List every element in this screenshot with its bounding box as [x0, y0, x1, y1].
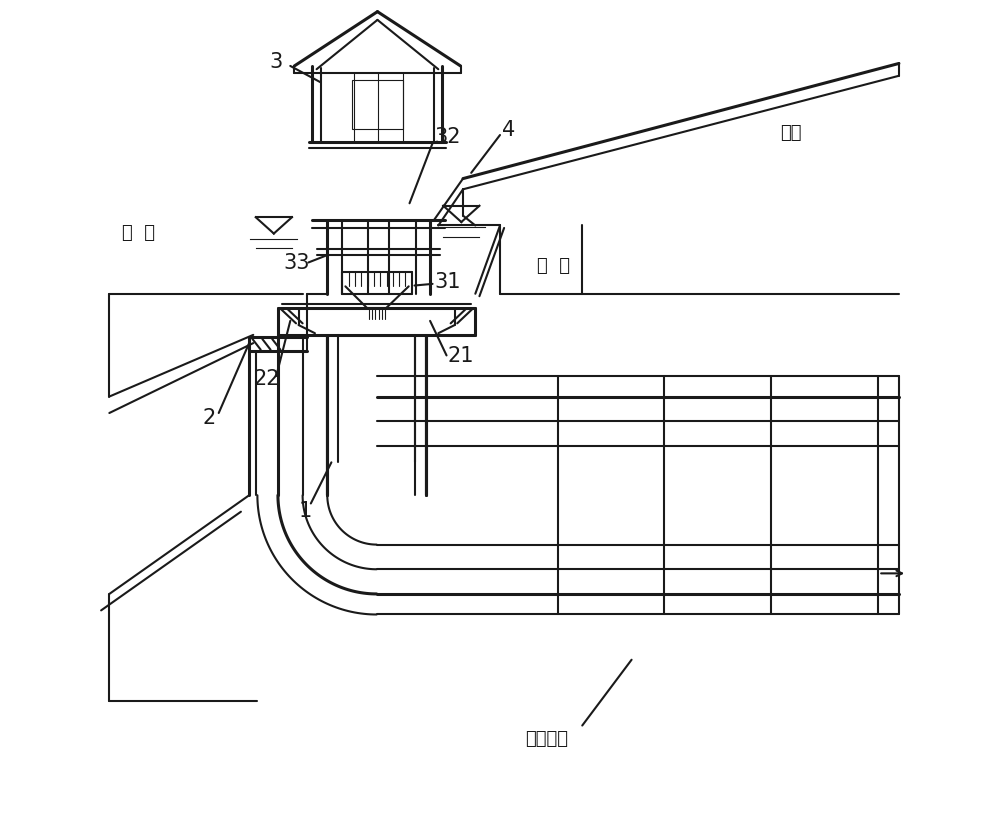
Text: 1: 1	[299, 500, 312, 520]
Text: 3: 3	[270, 52, 283, 72]
Text: 31: 31	[434, 272, 461, 292]
Text: 33: 33	[284, 253, 310, 273]
Text: 4: 4	[502, 120, 516, 140]
Text: 32: 32	[434, 127, 461, 146]
Text: 2: 2	[202, 408, 216, 428]
Text: 22: 22	[253, 369, 280, 389]
Bar	[352, 81, 403, 130]
Text: 道路: 道路	[780, 123, 801, 141]
Text: 水  库: 水 库	[537, 256, 570, 275]
Text: 21: 21	[447, 346, 474, 366]
Text: 压力隧洞: 压力隧洞	[525, 729, 568, 747]
Text: 水  库: 水 库	[122, 224, 155, 241]
